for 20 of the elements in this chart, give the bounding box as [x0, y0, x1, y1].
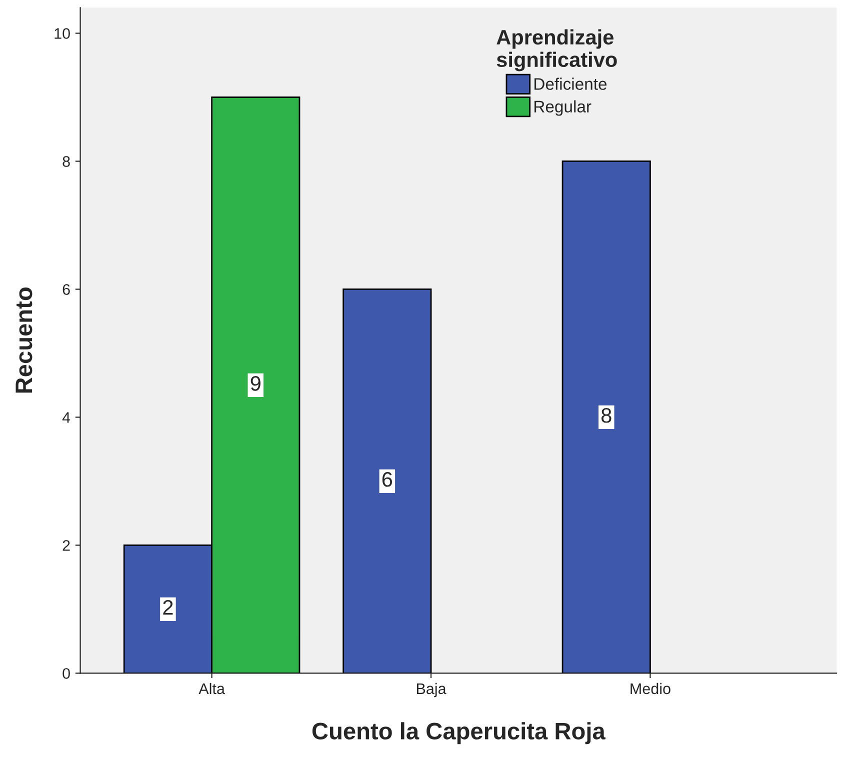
bar: [562, 160, 651, 674]
legend-title: Aprendizaje significativo: [496, 29, 617, 72]
y-tick-label: 10: [54, 28, 70, 39]
y-tick-label: 4: [62, 412, 70, 423]
y-tick-label: 0: [62, 668, 70, 679]
x-axis-title: Cuento la Caperucita Roja: [312, 722, 606, 744]
x-tick-label: Medio: [630, 682, 670, 694]
data-label: 9: [250, 376, 260, 391]
y-tick-label: 6: [62, 284, 70, 295]
legend-label: Deficiente: [534, 78, 607, 90]
y-tick-label: 2: [62, 540, 70, 551]
data-label: 6: [382, 472, 392, 487]
y-axis-title: Recuento: [16, 288, 32, 393]
y-tick-label: 8: [62, 156, 70, 167]
bar: [342, 288, 432, 674]
legend-label: Regular: [534, 100, 592, 116]
x-tick-label: Baja: [416, 682, 446, 698]
x-tick-label: Alta: [198, 682, 225, 694]
data-label: 8: [601, 408, 612, 423]
data-label: 2: [163, 600, 173, 615]
